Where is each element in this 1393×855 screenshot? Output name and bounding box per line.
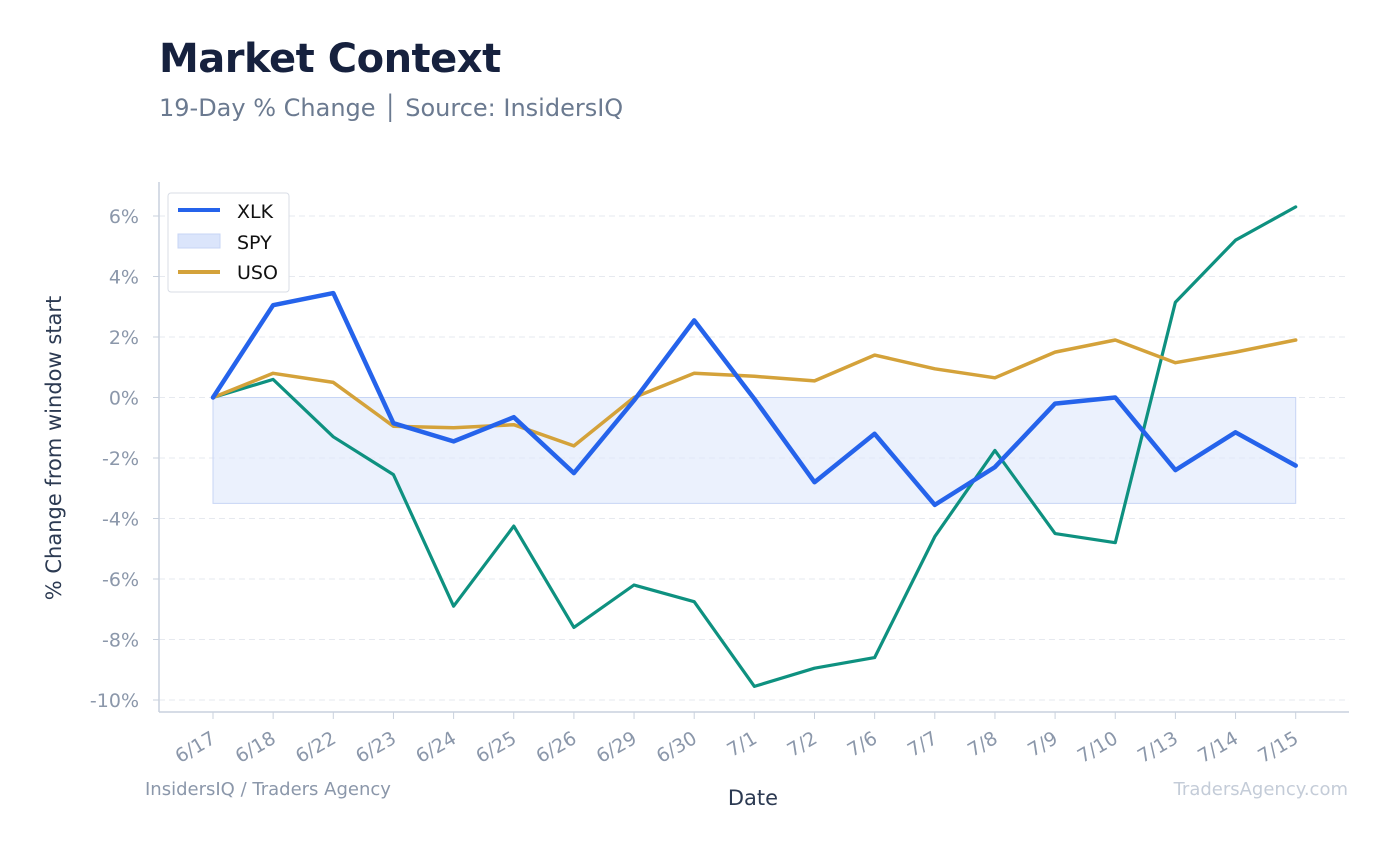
legend-box <box>167 192 290 293</box>
x-tick-label: 7/10 <box>1074 727 1122 767</box>
series-line-xlk <box>210 290 1298 508</box>
series-line-spy <box>211 205 1298 689</box>
y-tick-label: -2% <box>102 448 139 470</box>
x-tick-label: 6/23 <box>352 727 400 767</box>
series-line-uso <box>211 338 1298 448</box>
series-lines <box>210 205 1298 689</box>
x-axis-title: Date <box>728 786 778 810</box>
y-tick-labels: 6% 4% 2% 0% -2% -4% -6% -8% -10% <box>90 206 139 712</box>
spy-shaded-band <box>212 397 1297 504</box>
legend-label-xlk: XLK <box>237 201 274 223</box>
x-tick-label: 7/15 <box>1254 727 1302 767</box>
y-tick-label: 4% <box>109 267 139 289</box>
x-tick-label: 7/1 <box>723 727 760 761</box>
footer-credit: InsidersIQ / Traders Agency <box>145 779 391 800</box>
x-tick-label: 6/17 <box>172 727 220 767</box>
x-tick-label: 7/13 <box>1134 727 1182 767</box>
x-tick-labels: 6/17 6/18 6/22 6/23 6/24 6/25 6/26 6/29 6/30 7/1 7… <box>172 727 1303 767</box>
legend: XLK SPY USO <box>167 192 290 293</box>
chart-title: Market Context <box>159 36 501 82</box>
x-tick-label: 6/24 <box>412 727 460 767</box>
x-tick-label: 7/14 <box>1194 727 1242 767</box>
y-tick-label: -8% <box>102 630 139 652</box>
x-tick-label: 6/26 <box>532 727 580 767</box>
legend-label-spy: SPY <box>237 232 272 254</box>
x-tick-label: 7/9 <box>1024 727 1061 761</box>
y-tick-label: 0% <box>109 388 139 410</box>
y-axis-title: % Change from window start <box>42 296 66 601</box>
x-tick-label: 6/30 <box>653 727 701 767</box>
y-tick-label: -6% <box>102 569 139 591</box>
legend-swatch-spy <box>177 233 221 249</box>
footer-watermark: TradersAgency.com <box>1173 779 1348 800</box>
x-tick-label: 7/7 <box>904 727 941 761</box>
legend-label-uso: USO <box>237 262 278 284</box>
shaded-band <box>212 397 1297 504</box>
x-tick-label: 6/25 <box>472 727 520 767</box>
x-tick-label: 6/18 <box>232 727 280 767</box>
chart-subtitle: 19-Day % Change │ Source: InsidersIQ <box>159 94 624 122</box>
x-tick-label: 7/6 <box>844 727 881 761</box>
y-tick-label: 6% <box>109 206 139 228</box>
y-tick-label: 2% <box>109 327 139 349</box>
x-tick-label: 6/22 <box>292 727 340 767</box>
x-tick-label: 7/2 <box>784 727 821 761</box>
x-tick-label: 7/8 <box>964 727 1001 761</box>
y-tick-label: -10% <box>90 690 139 712</box>
x-tick-label: 6/29 <box>593 727 641 767</box>
axes <box>158 182 1349 719</box>
y-tick-label: -4% <box>102 509 139 531</box>
